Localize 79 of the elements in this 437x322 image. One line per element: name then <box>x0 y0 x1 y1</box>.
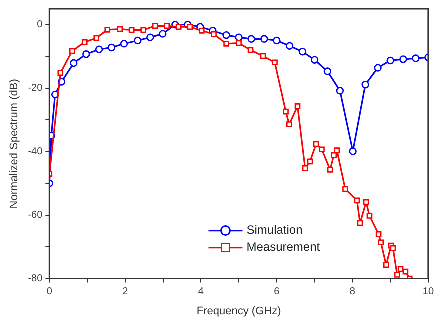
point <box>248 47 254 54</box>
y-tick-label: 0 <box>37 20 44 31</box>
point <box>104 27 111 33</box>
point <box>390 245 396 252</box>
point <box>273 36 281 45</box>
point <box>236 40 242 46</box>
point <box>222 31 230 40</box>
y-tick-label: -80 <box>28 274 44 285</box>
legend-label: Simulation <box>246 223 303 238</box>
point <box>334 148 340 154</box>
point <box>342 186 348 192</box>
point <box>224 41 230 47</box>
point <box>331 152 338 158</box>
point <box>134 36 142 45</box>
point <box>286 42 294 50</box>
point <box>176 24 182 30</box>
point <box>357 220 364 226</box>
point <box>235 34 243 42</box>
point <box>298 48 307 56</box>
x-tick-label: 8 <box>350 286 356 298</box>
point <box>362 81 370 89</box>
point <box>108 44 116 52</box>
point <box>140 27 147 34</box>
x-tick-label: 6 <box>274 286 280 298</box>
y-tick-label: -60 <box>28 210 44 222</box>
point <box>82 50 90 58</box>
point <box>260 35 268 44</box>
legend-label: Measurement <box>246 240 321 254</box>
point <box>313 141 320 148</box>
point <box>324 68 332 76</box>
point <box>159 30 167 38</box>
point <box>336 87 344 95</box>
point <box>286 122 292 128</box>
point <box>248 35 256 44</box>
point <box>211 31 217 38</box>
point <box>363 199 370 206</box>
point <box>120 40 128 48</box>
point <box>412 54 420 62</box>
point <box>82 39 88 46</box>
point <box>394 272 400 278</box>
point <box>58 70 64 76</box>
x-tick-label: 4 <box>198 286 204 298</box>
x-axis-title: Frequency (GHz) <box>196 305 282 318</box>
point <box>302 165 308 172</box>
point <box>349 148 357 156</box>
point <box>283 108 289 115</box>
point <box>260 53 266 60</box>
point <box>95 46 104 54</box>
point <box>366 213 373 219</box>
x-tick-label: 10 <box>422 286 434 298</box>
point <box>164 23 170 30</box>
point <box>94 35 100 42</box>
point <box>187 24 194 30</box>
point <box>327 167 334 173</box>
x-tick-label: 0 <box>46 286 53 298</box>
point <box>199 28 205 34</box>
point <box>307 158 314 165</box>
y-axis-title: Normalized Spectrum (dB) <box>8 79 21 209</box>
point <box>319 146 325 153</box>
point <box>383 262 390 268</box>
point <box>402 268 409 275</box>
point <box>128 27 135 34</box>
x-tick-label: 2 <box>122 286 129 298</box>
point <box>272 60 278 66</box>
point <box>146 34 154 42</box>
point <box>378 240 384 246</box>
point <box>69 48 76 54</box>
point <box>70 59 78 68</box>
point <box>294 104 301 110</box>
point <box>152 23 158 30</box>
point <box>400 56 408 64</box>
point <box>374 64 382 72</box>
point <box>376 231 382 238</box>
point <box>386 56 394 65</box>
point <box>354 198 360 204</box>
y-tick-label: -20 <box>28 83 44 94</box>
point <box>310 56 319 64</box>
y-tick-label: -40 <box>28 146 44 158</box>
point <box>117 26 124 32</box>
